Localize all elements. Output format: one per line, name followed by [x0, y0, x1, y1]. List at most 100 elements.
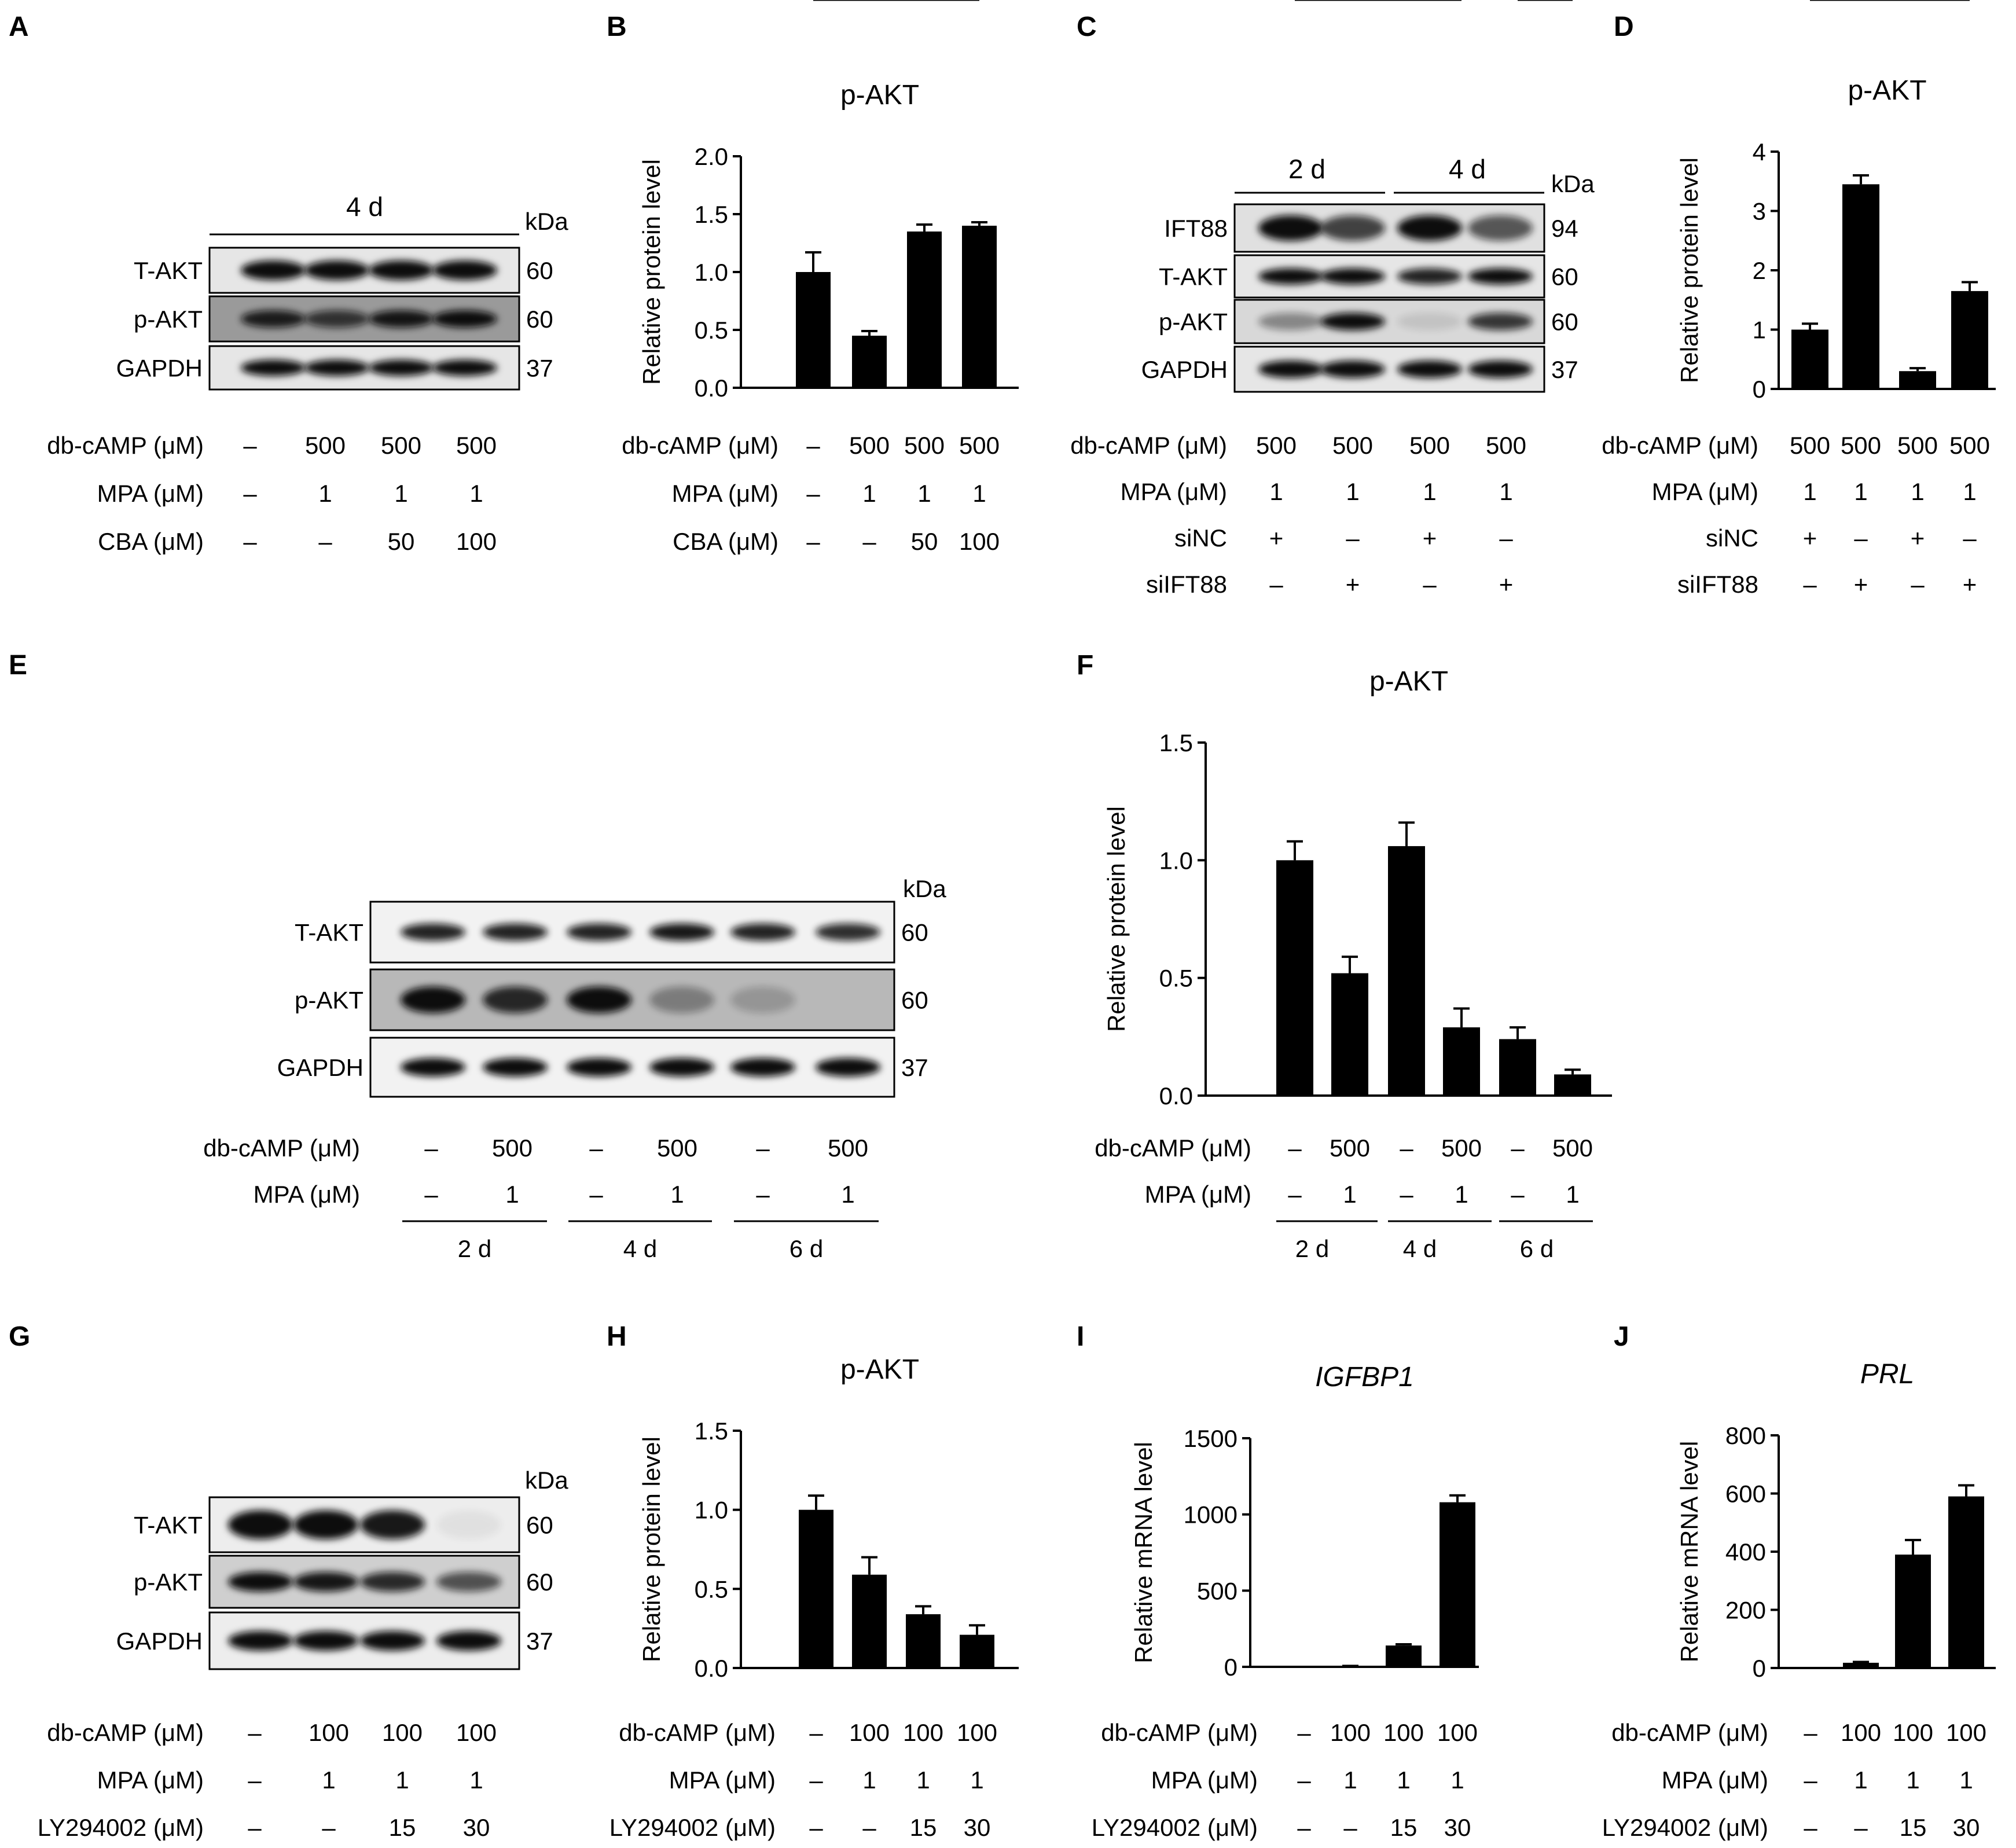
- row-label-A-0: db-cAMP (μM): [47, 432, 204, 459]
- significance-marker: **: [1535, 0, 1556, 6]
- y-tick-label: 200: [1725, 1597, 1766, 1624]
- protein-band: [816, 923, 880, 941]
- row-value-A-0-2: 500: [381, 432, 421, 459]
- row-value-D-0-2: 500: [1897, 432, 1938, 459]
- bar: [1499, 1039, 1536, 1096]
- row-value-D-0-3: 500: [1949, 432, 1990, 459]
- row-value-A-1-2: 1: [394, 480, 407, 507]
- panel-letter-D: D: [1614, 12, 1634, 42]
- significance-marker: **: [832, 0, 853, 6]
- row-value-B-1-1: 1: [862, 480, 876, 507]
- row-value-J-2-1: –: [1854, 1814, 1868, 1841]
- row-label-B-1: MPA (μM): [672, 480, 779, 507]
- row-value-H-2-2: 15: [910, 1814, 937, 1841]
- row-value-G-1-1: 1: [322, 1766, 335, 1794]
- row-label-B-0: db-cAMP (μM): [622, 432, 779, 459]
- western-blot-E: T-AKT 60 p-AKT 60 GAPDH 37: [277, 901, 928, 1098]
- band-kda-C-2: 60: [1551, 308, 1578, 336]
- row-value-I-2-2: 15: [1390, 1814, 1418, 1841]
- band-kda-C-1: 60: [1551, 263, 1578, 291]
- significance-marker: **: [1312, 0, 1333, 6]
- panel-letter-H: H: [607, 1321, 627, 1352]
- row-label-I-0: db-cAMP (μM): [1101, 1719, 1258, 1746]
- bar-chart-J: 0 200 400 600 800 Relative mRNA level PRL ** ** *…: [1676, 0, 1996, 1682]
- protein-band: [1258, 215, 1323, 241]
- group-label-F-0: 2 d: [1295, 1235, 1329, 1262]
- significance-marker: **: [1877, 0, 1897, 6]
- panel-letter-F: F: [1077, 650, 1093, 681]
- row-label-B-2: CBA (μM): [673, 528, 779, 555]
- row-value-B-0-0: –: [806, 432, 820, 459]
- blot-group-C-0: 2 d: [1288, 154, 1325, 184]
- protein-band: [567, 1058, 631, 1077]
- row-value-B-2-0: –: [806, 528, 820, 555]
- significance-marker: **: [1933, 0, 1954, 6]
- protein-band: [241, 310, 306, 328]
- y-tick-label: 1.5: [695, 201, 728, 228]
- bar: [1948, 1496, 1984, 1668]
- bar: [1554, 1074, 1591, 1096]
- y-tick-label: 0: [1753, 1655, 1766, 1682]
- chart-title: p-AKT: [840, 80, 919, 111]
- protein-band: [1320, 268, 1385, 285]
- row-value-I-2-0: –: [1297, 1814, 1311, 1841]
- row-value-C-0-3: 500: [1486, 432, 1526, 459]
- row-value-A-2-1: –: [318, 528, 332, 555]
- row-value-G-1-3: 1: [469, 1766, 483, 1794]
- protein-band: [483, 1058, 548, 1077]
- row-label-A-2: CBA (μM): [98, 528, 204, 555]
- row-value-E-1-3: 1: [670, 1181, 684, 1208]
- row-value-F-1-1: 1: [1343, 1181, 1356, 1208]
- row-value-B-2-1: –: [862, 528, 876, 555]
- band-label-E-1: p-AKT: [295, 987, 363, 1014]
- row-value-F-0-3: 500: [1441, 1134, 1482, 1162]
- row-value-A-0-3: 500: [456, 432, 497, 459]
- y-tick-label: 0: [1753, 376, 1766, 403]
- protein-band: [401, 923, 465, 941]
- row-label-I-2: LY294002 (μM): [1092, 1814, 1258, 1841]
- row-value-H-0-1: 100: [849, 1719, 890, 1746]
- row-value-I-2-3: 30: [1444, 1814, 1471, 1841]
- y-tick-label: 1.5: [1159, 729, 1193, 756]
- row-label-G-2: LY294002 (μM): [38, 1814, 204, 1841]
- row-value-D-2-2: +: [1911, 524, 1925, 552]
- protein-band: [304, 260, 369, 280]
- band-label-C-1: T-AKT: [1159, 263, 1228, 291]
- band-kda-A-2: 37: [526, 355, 553, 382]
- protein-band: [1258, 313, 1323, 330]
- band-label-A-2: GAPDH: [116, 355, 203, 382]
- row-value-H-0-0: –: [809, 1719, 823, 1746]
- blot-kda-header-G: kDa: [525, 1467, 568, 1494]
- row-value-G-2-2: 15: [389, 1814, 416, 1841]
- y-tick-label: 4: [1753, 138, 1766, 166]
- protein-band: [360, 1572, 425, 1592]
- bar: [852, 1574, 887, 1668]
- protein-band: [1397, 361, 1462, 378]
- panel-letter-I: I: [1077, 1321, 1084, 1352]
- protein-band: [228, 1572, 293, 1592]
- row-label-F-1: MPA (μM): [1145, 1181, 1251, 1208]
- row-value-B-0-1: 500: [849, 432, 890, 459]
- protein-band: [1468, 268, 1533, 285]
- bar: [906, 1614, 941, 1668]
- row-value-F-1-4: –: [1511, 1181, 1525, 1208]
- bar: [1386, 1645, 1422, 1667]
- protein-band: [730, 986, 795, 1013]
- protein-band: [401, 986, 465, 1013]
- row-value-G-0-2: 100: [382, 1719, 423, 1746]
- protein-band: [432, 310, 497, 328]
- protein-band: [483, 986, 548, 1013]
- chart-title: p-AKT: [1848, 75, 1926, 106]
- blot-time-A: 4 d: [346, 192, 383, 222]
- y-tick-label: 0: [1224, 1654, 1237, 1681]
- y-tick-label: 0.0: [695, 1655, 728, 1682]
- protein-band: [1258, 268, 1323, 285]
- bar: [1388, 846, 1425, 1096]
- row-value-I-1-2: 1: [1397, 1766, 1410, 1794]
- bar: [1440, 1502, 1475, 1667]
- row-value-A-1-1: 1: [318, 480, 332, 507]
- row-value-I-2-1: –: [1343, 1814, 1357, 1841]
- y-axis-label: Relative protein level: [638, 159, 665, 385]
- bar: [1895, 1555, 1931, 1668]
- row-value-D-2-1: –: [1854, 524, 1868, 552]
